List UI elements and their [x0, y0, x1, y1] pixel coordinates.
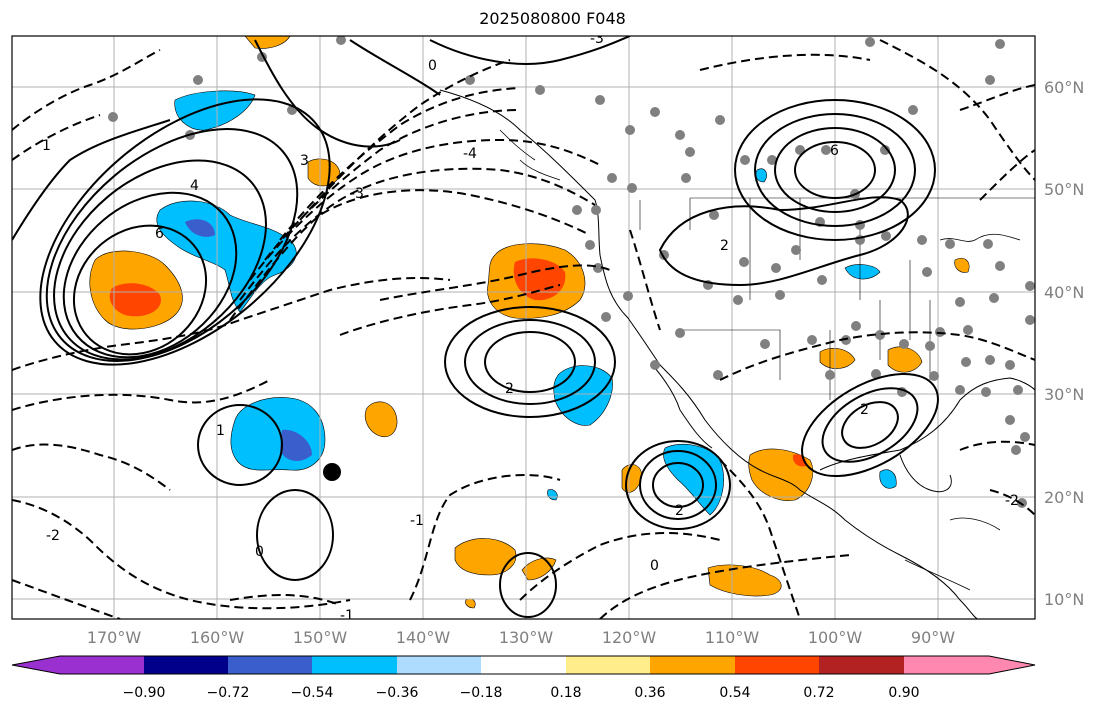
contour-label: 0: [650, 558, 659, 574]
lat-label: 60°N: [1044, 78, 1084, 97]
lon-label: 100°W: [808, 628, 863, 647]
colorbar-extend-high: [989, 656, 1035, 674]
colorbar-extend-low: [12, 656, 60, 674]
coastlines: [439, 89, 1035, 619]
contour-label: -1: [410, 513, 424, 529]
negative-contours: [12, 39, 1035, 619]
lon-label: 150°W: [293, 628, 348, 647]
contour-label: 1: [216, 423, 225, 439]
map-frame: [11, 35, 1036, 620]
contour-label: -1: [340, 608, 354, 624]
contour-label: 2: [505, 381, 514, 397]
colorbar-label: −0.72: [207, 685, 250, 701]
lon-label: 130°W: [499, 628, 554, 647]
contour-labels: 6 4 3 2 1 0 -1 -2 -3 -4 6 2 2 2 -3 -2 -1…: [42, 31, 1019, 624]
lon-label: 90°W: [911, 628, 955, 647]
colorbar-label: −0.36: [376, 685, 419, 701]
contour-label: 6: [155, 226, 164, 242]
contour-label: 0: [428, 58, 437, 74]
contour-label: 2: [720, 238, 729, 254]
contour-label: 1: [42, 138, 51, 154]
contour-label: 3: [300, 153, 309, 169]
positive-contours: [12, 36, 939, 618]
contour-label: -3: [590, 31, 604, 47]
lon-label: 140°W: [396, 628, 451, 647]
colorbar-label: 0.36: [634, 685, 665, 701]
lon-label: 110°W: [705, 628, 760, 647]
lat-label: 40°N: [1044, 283, 1084, 302]
colorbar-label: −0.90: [123, 685, 166, 701]
station-markers: [108, 36, 1035, 508]
contour-label: 2: [675, 503, 684, 519]
colorbar-label: 0.90: [888, 685, 919, 701]
contour-label: 2: [860, 402, 869, 418]
contour-label: 6: [830, 143, 839, 159]
lon-label: 120°W: [602, 628, 657, 647]
contour-label: -4: [463, 146, 477, 162]
latitude-labels: 60°N 50°N 40°N 30°N 20°N 10°N: [1044, 78, 1084, 609]
contour-label: -2: [46, 528, 60, 544]
colorbar-label: 0.54: [719, 685, 750, 701]
colorbar: [11, 655, 1036, 675]
lon-label: 160°W: [190, 628, 245, 647]
lat-label: 10°N: [1044, 590, 1084, 609]
colorbar-label: −0.54: [291, 685, 334, 701]
contour-label: -3: [350, 186, 364, 202]
contour-label: -2: [1005, 493, 1019, 509]
lat-label: 50°N: [1044, 180, 1084, 199]
contour-label: 0: [255, 544, 264, 560]
colorbar-label: 0.72: [803, 685, 834, 701]
colorbar-labels: −0.90 −0.72 −0.54 −0.36 −0.18 0.18 0.36 …: [123, 685, 920, 701]
lon-label: 170°W: [87, 628, 142, 647]
lat-label: 30°N: [1044, 385, 1084, 404]
map-title: 2025080800 F048: [479, 9, 626, 28]
contour-label: 4: [190, 178, 199, 194]
longitude-labels: 170°W 160°W 150°W 140°W 130°W 120°W 110°…: [87, 628, 955, 647]
colorbar-label: −0.18: [460, 685, 503, 701]
location-marker: [323, 463, 341, 481]
lat-label: 20°N: [1044, 488, 1084, 507]
colorbar-label: 0.18: [550, 685, 581, 701]
